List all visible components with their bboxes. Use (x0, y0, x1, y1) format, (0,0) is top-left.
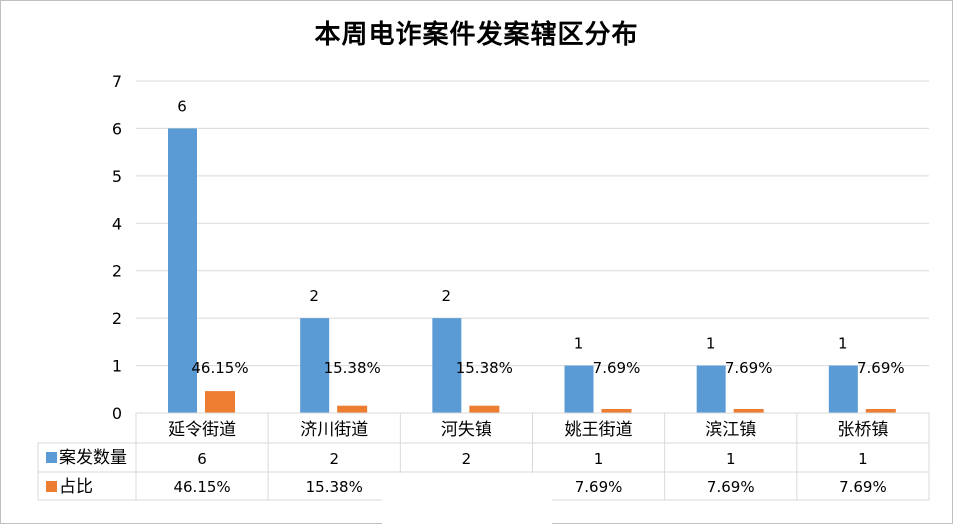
category-label: 张桥镇 (837, 420, 888, 440)
data-label-series1: 2 (442, 287, 452, 305)
table-cell: 1 (726, 450, 736, 468)
bar-series1 (168, 128, 197, 413)
chart-title: 本周电诈案件发案辖区分布 (314, 20, 639, 50)
data-label-series2: 7.69% (857, 359, 905, 377)
table-cell: 1 (594, 450, 604, 468)
table-cell: 15.38% (306, 478, 363, 496)
mask (382, 473, 552, 524)
y-tick-label: 5 (112, 167, 122, 186)
data-label-series1: 1 (706, 335, 716, 353)
y-tick-label: 2 (112, 262, 122, 281)
bar-series2 (337, 405, 368, 413)
data-label-series2: 7.69% (725, 359, 773, 377)
bar-series1 (300, 318, 330, 413)
legend-label-series2: 占比 (59, 477, 93, 497)
bar-series1 (828, 365, 858, 413)
table-cell: 7.69% (839, 478, 887, 496)
table-cell: 7.69% (707, 478, 755, 496)
bar-series2 (469, 405, 500, 413)
data-label-series2: 46.15% (191, 359, 248, 377)
legend-label-series1: 案发数量 (59, 448, 127, 468)
table-cell: 7.69% (575, 478, 623, 496)
y-tick-label: 2 (112, 309, 122, 328)
data-label-series1: 1 (838, 335, 848, 353)
table-cell: 46.15% (173, 478, 230, 496)
bar-series2 (205, 391, 235, 413)
bar-series1 (696, 365, 726, 413)
category-label: 滨江镇 (705, 420, 756, 440)
bar-series1 (564, 365, 594, 413)
bar-series2 (601, 409, 632, 413)
y-tick-label: 7 (112, 72, 122, 91)
y-tick-label: 0 (112, 404, 122, 423)
data-label-series1: 2 (309, 287, 319, 305)
bar-series2 (733, 409, 764, 413)
data-label-series2: 15.38% (456, 359, 513, 377)
bar-series2 (865, 409, 896, 413)
y-tick-label: 6 (112, 119, 122, 138)
data-label-series1: 1 (574, 335, 584, 353)
table-cell: 2 (329, 450, 339, 468)
category-label: 河失镇 (441, 420, 492, 440)
legend-key-series2 (46, 481, 57, 492)
data-label-series2: 15.38% (324, 359, 381, 377)
data-label-series1: 6 (177, 97, 187, 115)
table-cell: 6 (197, 450, 207, 468)
y-tick-label: 4 (112, 214, 122, 233)
bar-series1 (432, 318, 462, 413)
category-label: 姚王街道 (565, 420, 633, 440)
y-tick-label: 1 (112, 357, 122, 376)
data-label-series2: 7.69% (593, 359, 641, 377)
category-label: 济川街道 (300, 420, 368, 440)
legend-key-series1 (46, 452, 57, 463)
table-cell: 2 (462, 450, 472, 468)
category-label: 延令街道 (168, 420, 236, 440)
table-cell: 1 (858, 450, 868, 468)
